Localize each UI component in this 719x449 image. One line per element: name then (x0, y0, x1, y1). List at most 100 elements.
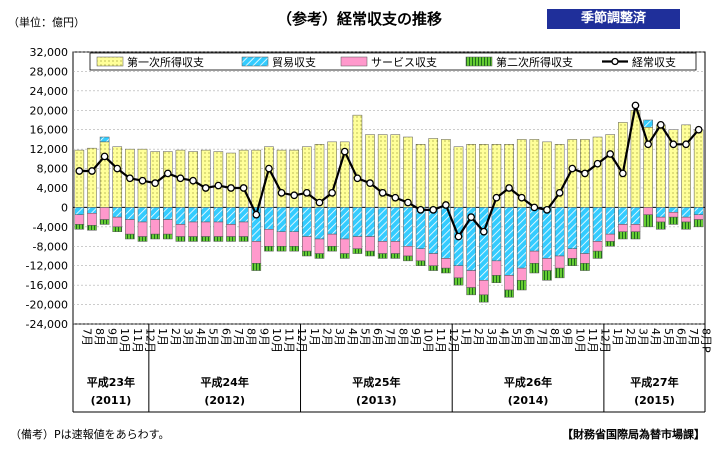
bar-secondary_income (238, 236, 249, 242)
bar-trade (592, 207, 603, 242)
x-tick-label: 9月 (257, 328, 270, 346)
bar-secondary_income (327, 246, 337, 252)
bar-services (567, 248, 578, 259)
current-account-point (315, 198, 324, 207)
bar-secondary_income (162, 233, 173, 240)
current-account-point (328, 189, 336, 197)
x-tick-label: 11月 (131, 328, 144, 353)
bar-primary_income (441, 139, 451, 208)
x-tick-label: 6月 (523, 328, 536, 346)
x-tick-label: 6月 (674, 328, 687, 346)
year-sub-label: (2015) (634, 394, 675, 407)
bar-secondary_income (365, 250, 375, 257)
bar-primary_income (314, 144, 325, 208)
bar-trade (125, 207, 135, 220)
bar-services (251, 241, 262, 264)
bar-services (150, 219, 160, 235)
year-label: 平成24年 (201, 375, 249, 389)
legend-swatch-point (611, 57, 619, 66)
bar-services (403, 246, 413, 257)
current-account-point (214, 181, 223, 190)
bar-secondary_income (605, 241, 616, 247)
bar-services (314, 238, 325, 254)
x-tick-label: 9月 (561, 328, 574, 346)
bar-secondary_income (567, 258, 578, 266)
bar-trade (529, 207, 540, 252)
bar-secondary_income (504, 289, 514, 298)
current-account-point (492, 193, 501, 202)
x-tick-label: 8月 (245, 328, 258, 346)
bar-secondary_income (264, 246, 274, 252)
bar-secondary_income (693, 219, 704, 228)
x-tick-label: 5月 (510, 328, 523, 346)
current-account-point (568, 164, 577, 173)
footnote: （備考）Pは速報値をあらわす。 (10, 428, 170, 441)
bar-primary_income (251, 149, 262, 208)
bar-trade (87, 207, 97, 214)
y-tick-label: 20,000 (30, 104, 69, 117)
legend-box (89, 52, 697, 71)
bar-primary_income (403, 136, 413, 208)
bar-secondary_income (390, 253, 401, 259)
bar-trade (668, 207, 679, 213)
x-tick-label: 3月 (636, 328, 649, 346)
bar-services (200, 221, 211, 237)
bar-trade (74, 207, 85, 215)
bar-primary_income (529, 139, 540, 208)
x-tick-label: 2月 (320, 328, 333, 346)
x-tick-label: 12月 (295, 328, 308, 353)
bar-trade (314, 207, 325, 240)
current-account-point (366, 179, 374, 187)
bar-trade (504, 207, 514, 276)
bar-trade (403, 207, 413, 247)
bar-secondary_income (618, 231, 628, 240)
bar-services (668, 212, 679, 218)
chart-title: （参考）経常収支の推移 (276, 10, 442, 28)
current-account-point (429, 206, 438, 214)
bar-secondary_income (554, 267, 565, 279)
bar-services (643, 207, 653, 215)
bar-trade (276, 207, 287, 232)
current-account-point (138, 176, 147, 185)
bar-primary_income (365, 134, 375, 208)
current-account-point (530, 203, 539, 212)
y-tick-label: -24,000 (26, 318, 68, 331)
bar-services (491, 260, 502, 276)
current-account-point (505, 184, 513, 192)
legend-swatch (465, 56, 493, 67)
bar-secondary_income (377, 253, 388, 259)
y-tick-label: -12,000 (26, 260, 68, 273)
x-tick-label: 10月 (573, 328, 586, 353)
bar-trade (377, 207, 388, 242)
current-account-point (252, 210, 261, 219)
y-tick-label: 8,000 (37, 163, 69, 176)
bar-primary_income (478, 144, 489, 208)
seasonal-badge: 季節調整済 (547, 9, 680, 29)
bar-trade (112, 207, 123, 218)
current-account-point (555, 189, 564, 197)
bar-trade (542, 207, 552, 259)
legend-swatch (241, 56, 269, 67)
year-sub-label: (2012) (204, 394, 245, 407)
current-account-point (302, 189, 311, 197)
bar-services (162, 219, 173, 235)
bar-trade (567, 207, 578, 249)
bar-trade (365, 207, 375, 237)
bar-secondary_income (150, 233, 160, 240)
current-account-point (75, 167, 84, 175)
bar-primary_income (618, 122, 628, 208)
bar-secondary_income (226, 236, 236, 242)
bar-trade (390, 207, 401, 242)
bar-services (213, 221, 224, 237)
x-tick-label: 12月 (599, 328, 612, 353)
bar-primary_income (352, 114, 363, 208)
bar-primary_income (87, 147, 97, 208)
bar-secondary_income (415, 260, 426, 266)
current-account-point (618, 169, 627, 178)
bar-secondary_income (630, 231, 641, 240)
bar-services (655, 216, 666, 223)
bar-secondary_income (251, 263, 262, 271)
bar-services (99, 207, 110, 220)
bar-services (339, 238, 350, 254)
